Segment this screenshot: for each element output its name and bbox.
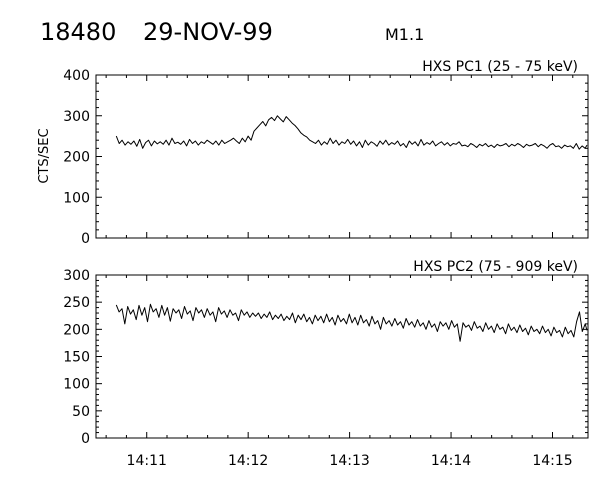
panel-pc2-title: HXS PC2 (75 - 909 keV) xyxy=(413,259,578,275)
y-tick-label: 0 xyxy=(81,431,90,447)
y-tick-label: 300 xyxy=(63,268,90,284)
panel-pc1: HXS PC1 (25 - 75 keV) CTS/SEC 0 100 200 300… xyxy=(37,59,589,247)
x-tick-label: 14:14 xyxy=(431,453,471,469)
x-tick-label: 14:12 xyxy=(228,453,268,469)
y-axis-label: CTS/SEC xyxy=(37,128,52,183)
series-line-pc2 xyxy=(115,303,588,342)
panel-pc1-x-axis xyxy=(105,75,574,238)
series-line-pc1 xyxy=(115,115,588,150)
y-tick-label: 250 xyxy=(63,295,90,311)
panel-pc2-y-axis: 0 50 100 150 200 250 300 xyxy=(63,268,588,447)
panel-pc2-frame xyxy=(95,274,589,439)
y-tick-label: 400 xyxy=(63,68,90,84)
panel-pc2-x-axis: 14:11 14:12 14:13 14:14 14:15 xyxy=(105,275,574,469)
observation-date: 29-NOV-99 xyxy=(143,18,273,46)
y-tick-label: 200 xyxy=(63,150,90,166)
y-tick-label: 300 xyxy=(63,109,90,125)
x-tick-label: 14:13 xyxy=(329,453,369,469)
y-tick-label: 0 xyxy=(81,231,90,247)
y-tick-label: 100 xyxy=(63,377,90,393)
y-tick-label: 200 xyxy=(63,322,90,338)
x-tick-label: 14:15 xyxy=(532,453,572,469)
flare-class: M1.1 xyxy=(385,25,424,44)
y-tick-label: 100 xyxy=(63,190,90,206)
x-tick-label: 14:11 xyxy=(127,453,167,469)
event-id: 18480 xyxy=(40,18,116,46)
panel-pc1-frame xyxy=(95,74,589,239)
y-tick-label: 150 xyxy=(63,350,90,366)
y-tick-label: 50 xyxy=(72,404,90,420)
panel-pc1-title: HXS PC1 (25 - 75 keV) xyxy=(422,59,578,75)
panel-pc1-y-axis: 0 100 200 300 400 xyxy=(63,68,588,247)
panel-pc2: HXS PC2 (75 - 909 keV) 0 50 100 150 200 250 30… xyxy=(63,259,589,469)
